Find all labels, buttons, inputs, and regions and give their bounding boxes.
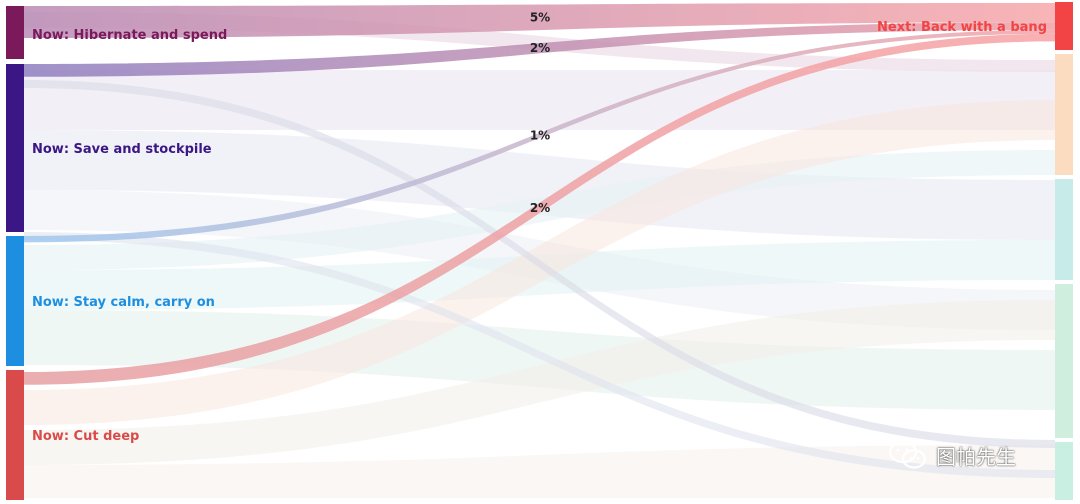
node-save xyxy=(6,64,24,232)
source-label-hib: Now: Hibernate and spend xyxy=(32,28,227,43)
labels: 5% 2% 1% 2% Now: Hibernate and spend Now: Sav… xyxy=(32,10,1047,444)
highlighted-flows xyxy=(24,3,1055,385)
node-t2 xyxy=(1055,54,1073,175)
flow-bg xyxy=(24,310,1055,410)
node-hib xyxy=(6,6,24,59)
wechat-icon xyxy=(888,440,927,469)
flow-cut-to-bang xyxy=(24,33,1055,385)
node-t3 xyxy=(1055,179,1073,280)
flow-bg xyxy=(24,445,1055,498)
source-label-cut: Now: Cut deep xyxy=(32,429,139,444)
flow-bg xyxy=(24,232,1055,478)
target-label-bang: Next: Back with a bang xyxy=(877,20,1047,35)
watermark-text: 图帕先生 xyxy=(936,444,1016,469)
node-t5 xyxy=(1055,442,1073,500)
flow-value-label: 2% xyxy=(530,41,550,55)
watermark: 图帕先生 xyxy=(888,440,1016,470)
flow-bg xyxy=(24,130,1055,240)
flow-bg xyxy=(24,80,1055,448)
flow-value-label: 5% xyxy=(530,10,550,24)
node-bang xyxy=(1055,2,1073,50)
node-t4 xyxy=(1055,284,1073,438)
flow-bg xyxy=(24,300,1055,465)
flow-hib-to-bang xyxy=(24,3,1055,38)
flow-value-label: 2% xyxy=(530,201,550,215)
flow-save-to-bang xyxy=(24,22,1055,77)
flow-bg xyxy=(24,70,1055,130)
node-cut xyxy=(6,370,24,500)
source-label-calm: Now: Stay calm, carry on xyxy=(32,295,215,310)
flow-calm-to-bang xyxy=(24,29,1055,243)
background-flows xyxy=(24,12,1055,498)
source-label-save: Now: Save and stockpile xyxy=(32,142,212,157)
flow-value-label: 1% xyxy=(530,129,550,143)
nodes xyxy=(6,2,1073,500)
node-calm xyxy=(6,236,24,366)
